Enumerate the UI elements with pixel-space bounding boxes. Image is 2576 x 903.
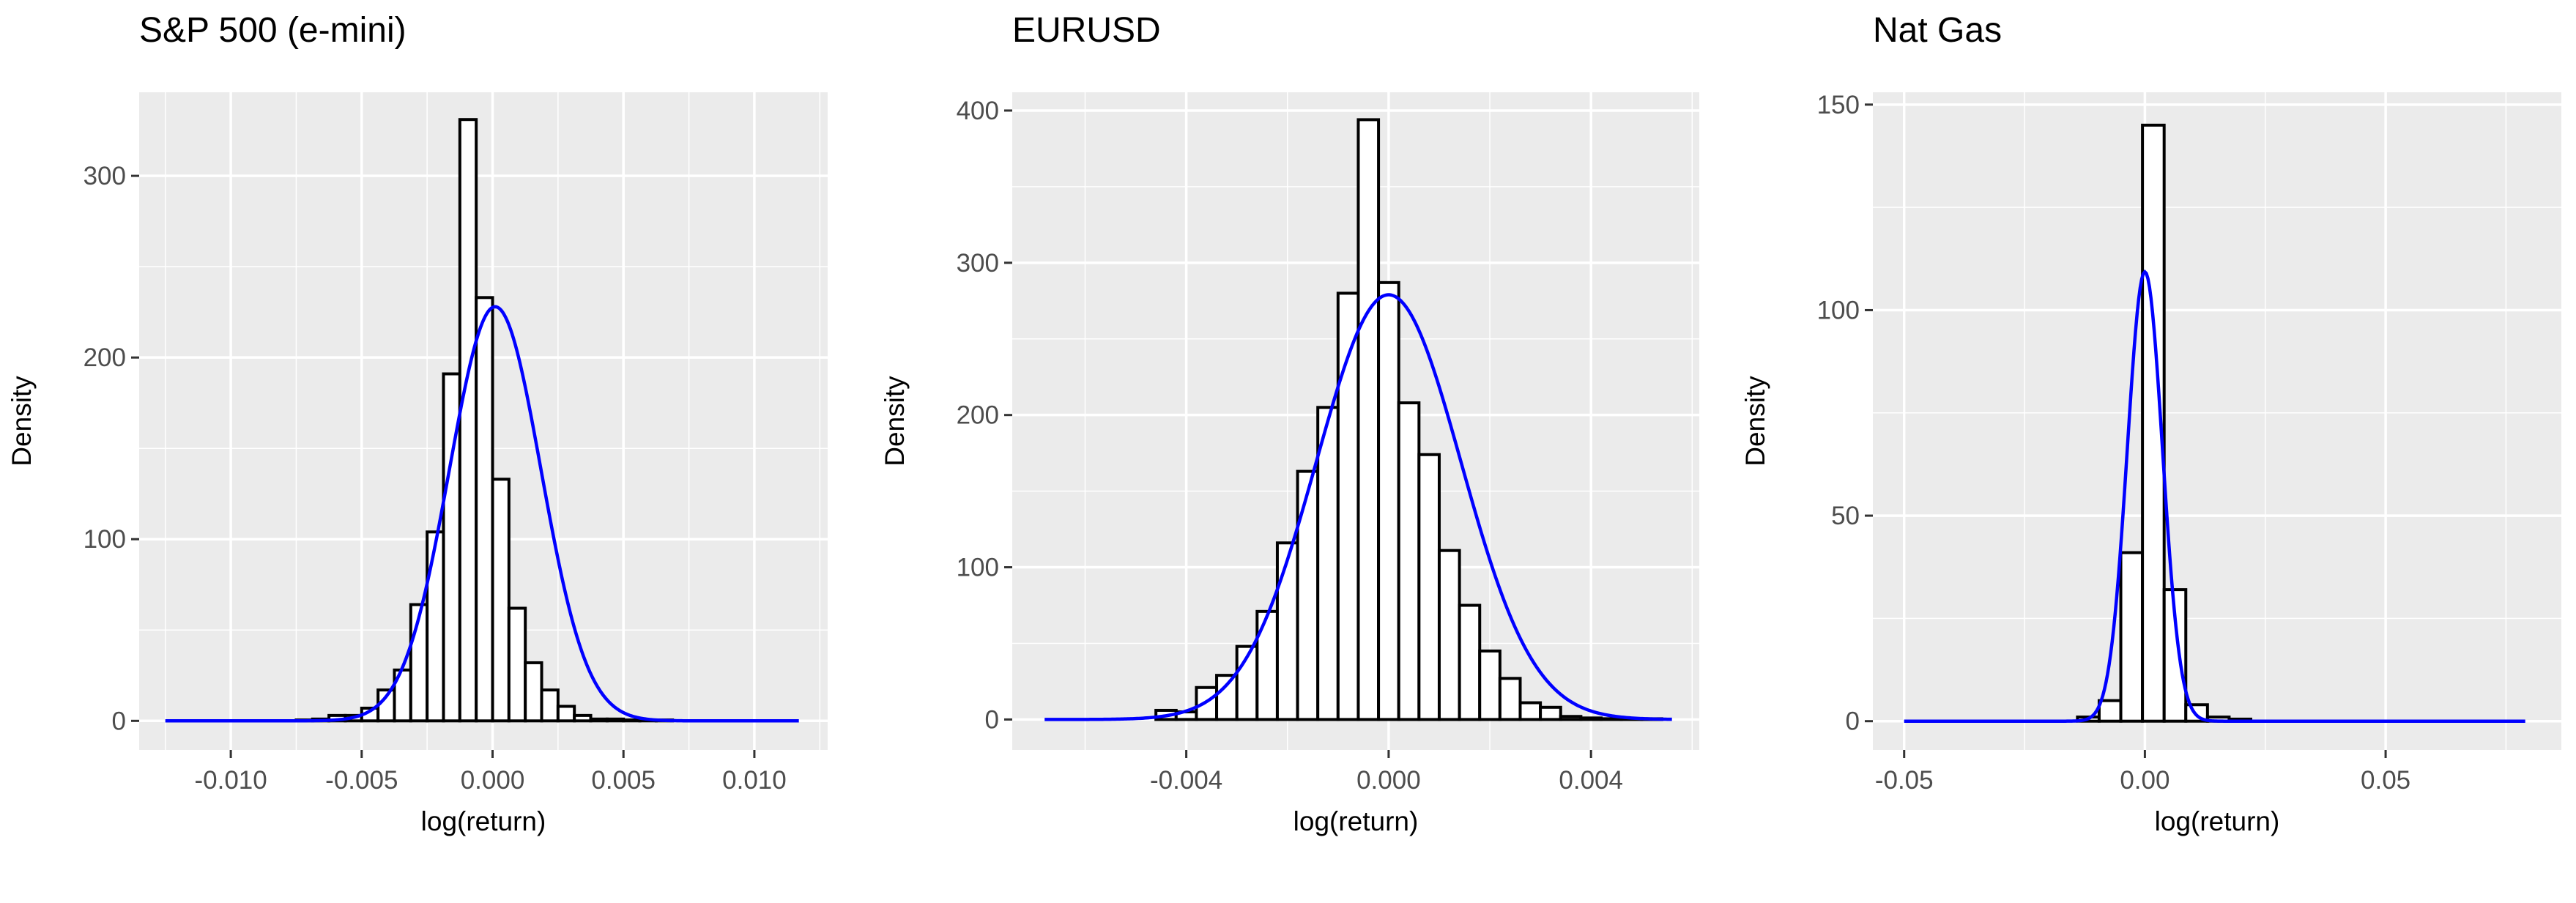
chart-title: Nat Gas [1873,11,2002,50]
histogram-bar [540,688,560,723]
histogram-bar [1458,603,1482,721]
chart-title: EURUSD [1012,11,1161,50]
x-axis-title: log(return) [2155,806,2280,836]
y-tick-label: 100 [83,525,126,554]
x-tick-label: -0.05 [1875,766,1934,795]
chart-title: S&P 500 (e-mini) [139,11,407,50]
x-tick-label: 0.05 [2361,766,2410,795]
chart-panel-natgas: Nat Gas -0.05 0.00 0.05 0 50 100 150 log(return… [1721,0,2576,903]
histogram-bar [1377,280,1400,721]
x-tick-label: 0.010 [722,766,787,795]
histogram-bar [507,606,527,723]
y-axis-title: Density [7,376,37,467]
histogram-bar [622,718,642,723]
fitted-density-curve [1904,269,2525,723]
histogram-bar [475,296,494,723]
histogram-bar [2119,551,2145,723]
histogram-bar [1296,469,1320,721]
chart-panel-eurusd: EURUSD -0.004 0.000 0.004 0 100 200 300 400 log(… [842,0,1721,903]
histogram-bar [1437,549,1461,721]
histogram-bar [1539,705,1562,721]
y-tick-label: 300 [957,249,999,278]
histogram-sp500: -0.010 -0.005 0.000 0.005 0.010 0 100 200 300 log… [7,92,828,836]
y-tick-label: 0 [112,707,126,735]
histogram-bar [1275,541,1299,721]
chart-panel-sp500: S&P 500 (e-mini) -0.010 -0.005 0.000 0.005 0… [0,0,842,903]
histogram-bar [1397,401,1421,721]
x-tick-label: 0.000 [461,766,525,795]
histogram-bar [1498,677,1522,721]
x-tick-label: -0.010 [194,766,267,795]
y-tick-label: 50 [1831,502,1860,530]
histogram-bar [1255,609,1279,721]
y-tick-label: 200 [957,401,999,430]
histogram-eurusd: -0.004 0.000 0.004 0 100 200 300 400 log(return)… [880,92,1699,836]
fitted-density-curve [165,305,799,723]
y-axis-title: Density [1740,376,1770,467]
histogram-bar [524,661,543,723]
y-tick-label: 100 [1817,296,1860,324]
histogram-bar [1316,406,1340,721]
x-tick-label: 0.005 [591,766,656,795]
histogram-bar [1579,716,1603,721]
x-tick-label: 0.004 [1559,766,1623,795]
y-tick-label: 0 [985,705,999,734]
histogram-bar [1215,674,1239,721]
x-tick-label: 0.000 [1356,766,1421,795]
histogram-bar [1600,717,1623,721]
y-tick-label: 100 [957,554,999,582]
x-tick-label: -0.005 [325,766,398,795]
histogram-bar [605,717,626,723]
histogram-bar [1559,715,1583,721]
histogram-bar [1356,118,1381,721]
histogram-bar [491,477,511,723]
y-tick-label: 300 [83,162,126,190]
histogram-bar [1417,453,1441,721]
y-axis-title: Density [880,376,910,467]
y-tick-label: 150 [1817,91,1860,119]
histogram-bar [589,717,609,723]
histogram-bar [1478,649,1502,721]
histogram-bar [426,530,445,723]
x-axis-title: log(return) [421,806,546,836]
x-tick-label: -0.004 [1150,766,1222,795]
y-tick-label: 0 [1846,707,1860,736]
histogram-bar [458,118,478,723]
histogram-bar [573,713,593,723]
y-tick-label: 200 [83,343,126,372]
plot-background [1873,92,2561,750]
histogram-bar [1518,701,1543,721]
y-tick-label: 400 [957,97,999,125]
histogram-natgas: -0.05 0.00 0.05 0 50 100 150 log(return) Density [1740,91,2561,836]
histogram-bar [2141,123,2166,723]
x-axis-title: log(return) [1293,806,1419,836]
histogram-bar [556,705,576,723]
histogram-bar [2097,699,2123,723]
x-tick-label: 0.00 [2120,766,2169,795]
fitted-density-curve [1044,293,1672,721]
